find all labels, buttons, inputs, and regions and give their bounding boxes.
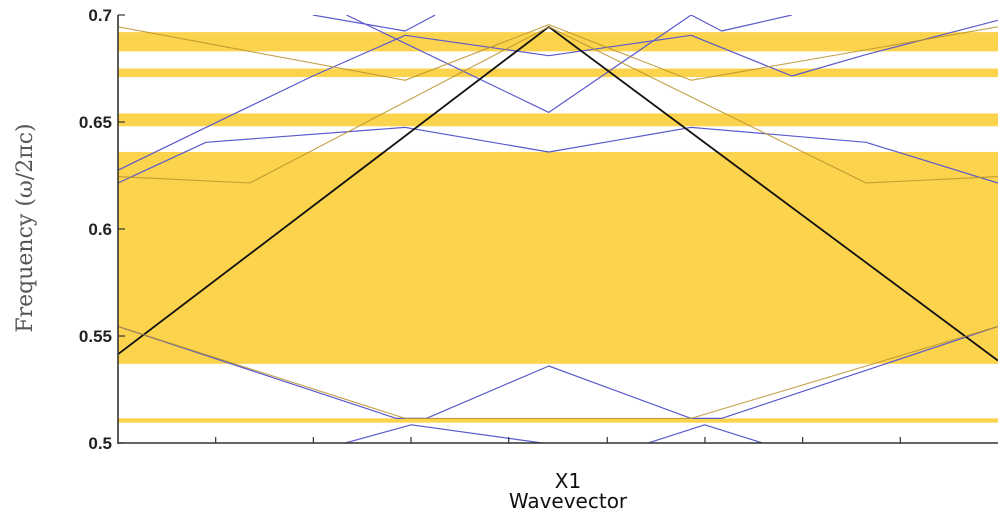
tick-marks — [118, 14, 901, 444]
bandgap-2 — [118, 151, 998, 364]
band-line-2 — [646, 424, 765, 443]
y-tick-label: 0.6 — [88, 220, 112, 239]
band-line-5 — [346, 15, 692, 114]
band-line-12 — [118, 24, 998, 81]
x-axis-label: Wavevector — [509, 489, 628, 513]
x-category-label: X1 — [555, 469, 581, 493]
band-line-10 — [690, 19, 998, 77]
band-line-1 — [342, 424, 547, 443]
band-line-7 — [312, 15, 436, 32]
bandgap-5 — [118, 32, 998, 52]
band-line-9 — [118, 34, 406, 171]
band-line-14 — [118, 325, 998, 419]
band-line-13 — [118, 26, 998, 184]
dispersion-lines-layer — [118, 15, 998, 443]
y-tick-label: 0.55 — [79, 327, 112, 346]
band-line-4 — [118, 126, 998, 184]
y-tick-label: 0.5 — [88, 434, 112, 453]
bandgap-4 — [118, 68, 998, 78]
y-axis-label: Frequency (ω/2πc) — [13, 123, 38, 332]
band-line-8 — [690, 15, 793, 32]
bandgap-3 — [118, 113, 998, 127]
y-tick-label: 0.65 — [79, 113, 112, 132]
y-tick-labels: 0.5 0.55 0.6 0.65 0.7 — [79, 6, 112, 453]
band-line-3 — [118, 325, 998, 419]
band-line-6 — [405, 34, 692, 57]
y-tick-label: 0.7 — [88, 6, 112, 25]
bandgap-1 — [118, 418, 998, 423]
photonic-bandgap-layer — [118, 32, 998, 423]
